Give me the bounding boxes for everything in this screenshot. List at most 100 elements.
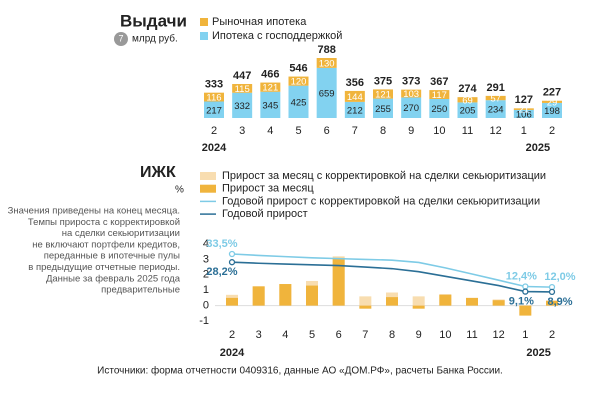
point [228,250,236,258]
y-tick-label: -1 [199,315,209,327]
bar [492,300,505,306]
legend-label: Ипотека с господдержкой [212,30,342,42]
bar [412,305,425,309]
x-tick-label: 2 [211,125,217,137]
bar [260,91,281,118]
x-tick-label: 4 [282,329,288,341]
point [228,259,236,266]
bar [306,285,318,306]
bar [485,100,506,118]
x-tick-label: 6 [324,125,330,137]
total-label: 546 [289,62,307,74]
note: переданные в ипотечные пулы [44,251,180,262]
x-tick-label: 4 [267,125,273,137]
bar [344,90,365,102]
x-tick-label: 7 [352,125,358,137]
bar-value-label: 212 [347,105,363,116]
source: Источники: форма отчетности 0409316, дан… [97,365,503,377]
bar [485,95,506,101]
total-label: 274 [458,83,477,95]
x-tick-label: 2 [549,125,555,137]
bar [288,85,309,118]
bar-value-label: 425 [291,97,307,108]
value-label: 33,5% [206,238,237,250]
bar-value-label: 121 [375,90,391,101]
bar-value-label: 115 [235,84,250,95]
x-tick-label: 10 [433,125,445,137]
y-tick-label: 2 [203,269,209,281]
legend-label: Прирост за месяц [222,183,314,195]
bar [373,98,393,118]
bar [429,98,450,118]
total-label: 227 [543,87,561,99]
x-tick-label: 7 [362,329,368,341]
value-label: 28,2% [206,266,237,278]
legend-swatch [200,172,216,180]
bar [226,297,238,306]
bar [232,92,253,118]
bar [429,90,450,99]
y-label: % [175,185,184,196]
bar [232,84,253,93]
bar [359,305,372,309]
bar-value-label: 103 [403,89,419,100]
note: Значения приведены на конец месяца. [8,206,180,217]
bar [359,296,372,306]
chart-title: ИЖК [140,164,176,181]
bar [519,305,532,316]
bar [457,97,478,103]
total-label: 373 [402,76,420,88]
y-tick-label: 4 [203,238,209,250]
bar-value-label: 29 [547,97,558,108]
bar-value-label: 659 [319,88,335,99]
total-label: 367 [430,76,448,88]
x-tick-label: 11 [466,329,477,341]
x-tick-label: 5 [295,125,301,137]
bar [386,297,398,306]
note: в предыдущие отчетные периоды. [28,262,180,273]
bar [288,76,309,86]
bar [546,300,558,306]
bar [466,297,478,306]
note: Темпы прироста с корректировкой [28,217,180,228]
x-tick-label: 2 [549,329,555,341]
x-tick-label: 12 [493,329,505,341]
note: Данные за февраль 2025 года [46,273,181,284]
x-tick-label: 11 [462,125,473,137]
legend-label: Годовой прирост с корректировкой на сдел… [222,195,540,207]
bar [204,92,224,102]
x-tick-label: 1 [521,125,527,137]
bar [542,102,562,118]
bar [344,101,365,118]
total-label: 375 [374,75,392,87]
bar [401,89,422,98]
legend-swatch [200,184,216,193]
bar-value-label: 270 [403,103,419,114]
x-tick-label: 3 [256,329,262,341]
x-tick-label: 8 [380,125,386,137]
bar-value-label: 234 [488,105,504,116]
bar [252,286,265,306]
total-label: 447 [233,70,251,82]
legend-label: Рыночная ипотека [212,16,307,28]
bar [204,101,224,118]
bar-value-label: 332 [234,101,250,112]
x-tick-label: 10 [439,329,451,341]
bar-value-label: 130 [319,58,335,69]
bar-value-label: 255 [375,104,391,115]
bar-value-label: 198 [544,106,560,117]
bar [513,108,534,110]
total-label: 788 [317,44,335,56]
bar-value-label: 250 [431,104,447,115]
x-tick-label: 1 [522,329,528,341]
badge-text: 7 [118,33,123,43]
year-label: 2024 [202,142,227,154]
chart-title: Выдачи [120,11,187,30]
y-tick-label: 1 [203,284,209,296]
bar-value-label: 116 [206,93,221,104]
bar [316,67,337,118]
total-label: 127 [515,94,533,106]
bar-value-label: 117 [432,90,447,101]
bar [279,284,292,306]
bar-value-label: 69 [462,95,473,106]
